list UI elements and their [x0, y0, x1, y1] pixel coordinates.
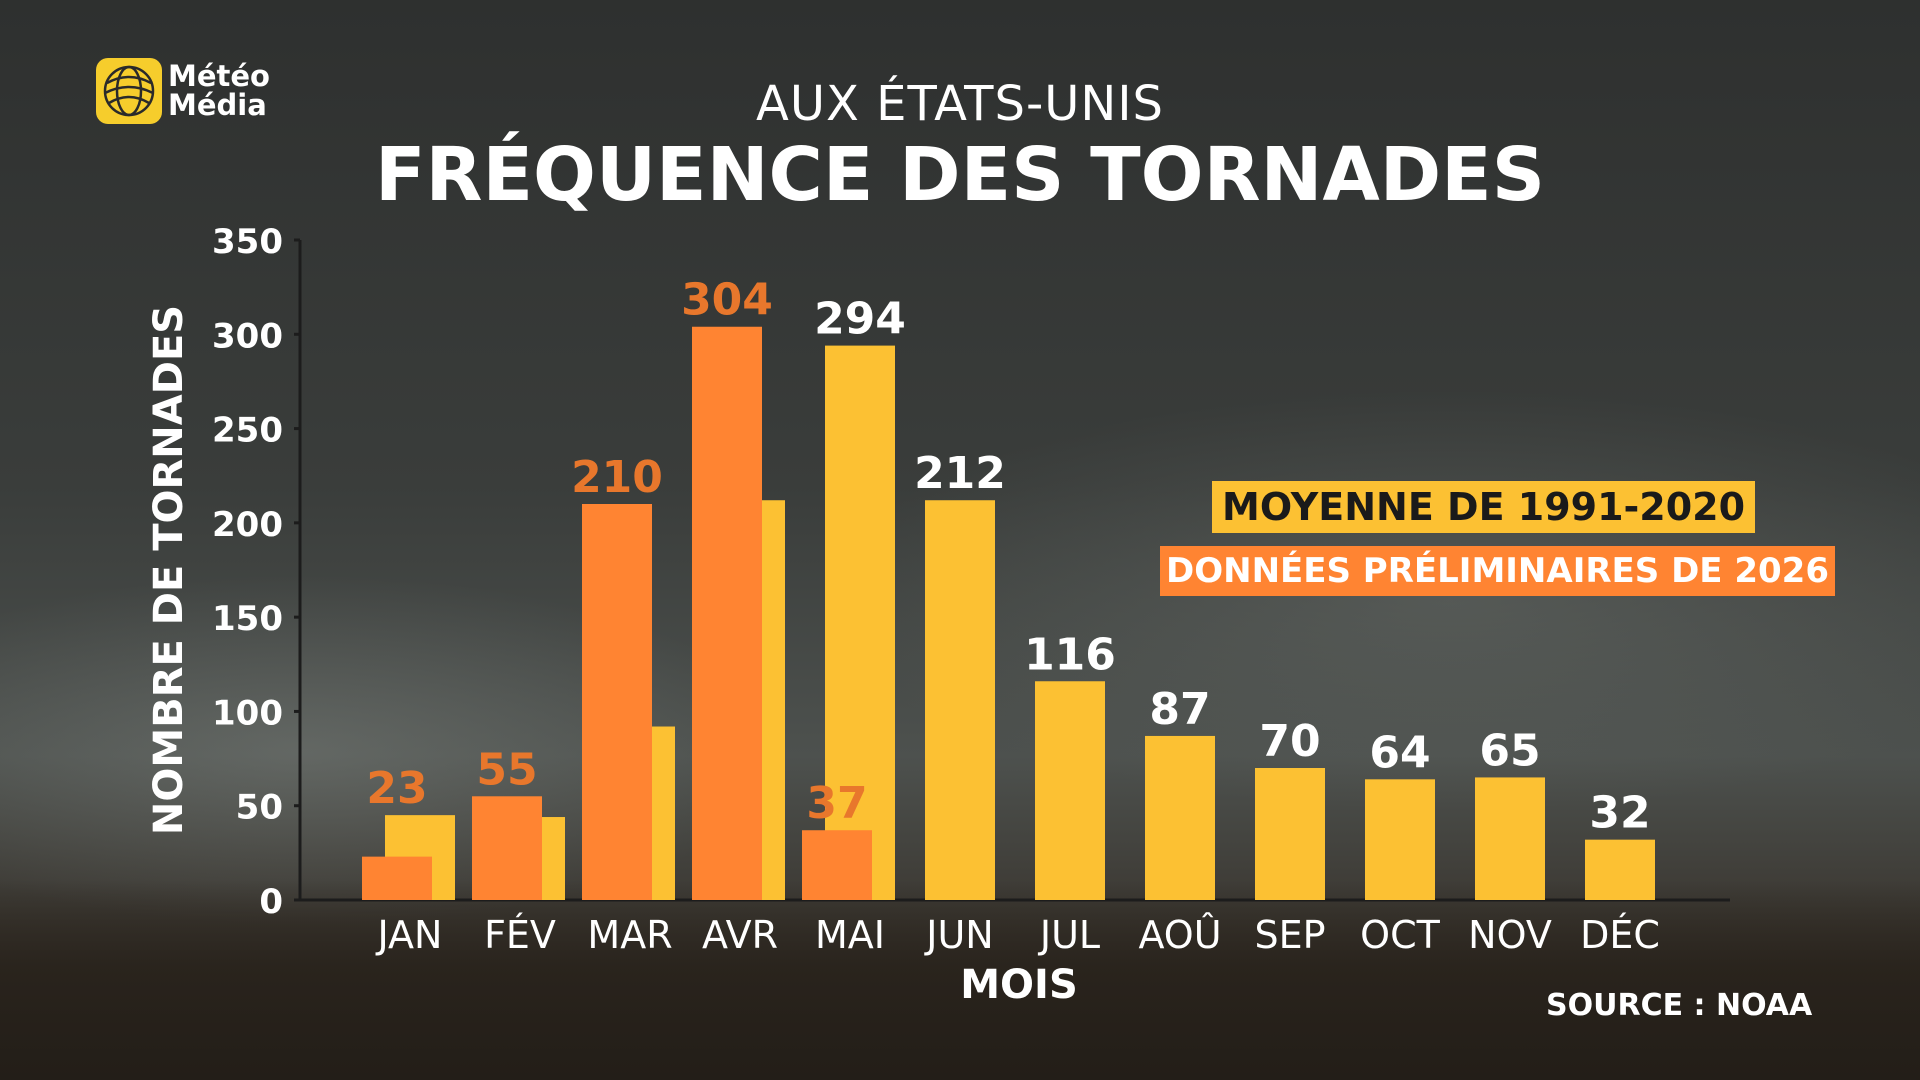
- x-tick-label: AVR: [702, 913, 778, 957]
- data-label-historical: 87: [1149, 684, 1210, 735]
- bar-historical: [1145, 735, 1215, 900]
- globe-icon: [96, 58, 162, 124]
- x-tick-label: MAR: [587, 913, 672, 957]
- x-tick-label: AOÛ: [1138, 913, 1221, 957]
- data-label-historical: 70: [1259, 716, 1320, 767]
- y-tick-label: 50: [236, 788, 283, 828]
- data-label-preliminary: 210: [571, 452, 663, 503]
- chart-subtitle: AUX ÉTATS-UNIS: [756, 76, 1164, 132]
- brand-name: Météo Média: [168, 62, 270, 120]
- bar-historical: [1035, 681, 1105, 900]
- data-label-preliminary: 37: [806, 778, 867, 829]
- brand-line-1: Météo: [168, 59, 270, 93]
- data-label-preliminary: 304: [681, 275, 773, 326]
- y-tick-label: 350: [212, 222, 283, 262]
- bar-historical: [825, 345, 895, 901]
- x-tick-label: JUL: [1038, 913, 1100, 957]
- bar-historical: [1585, 839, 1655, 900]
- data-label-preliminary: 55: [476, 744, 537, 795]
- legend-historical: MOYENNE DE 1991-2020: [1212, 481, 1756, 533]
- x-tick-label: FÉV: [484, 913, 556, 957]
- x-tick-label: NOV: [1468, 913, 1552, 957]
- x-tick-label: DÉC: [1580, 913, 1660, 957]
- x-tick-label: SEP: [1254, 913, 1325, 957]
- data-label-historical: 32: [1589, 788, 1650, 839]
- bar-preliminary: [362, 856, 432, 900]
- y-tick-label: 250: [212, 411, 283, 451]
- y-tick-label: 300: [212, 316, 283, 356]
- x-axis-title: MOIS: [960, 962, 1078, 1008]
- y-tick-label: 150: [212, 599, 283, 639]
- y-tick-label: 200: [212, 505, 283, 545]
- chart-title: FRÉQUENCE DES TORNADES: [374, 132, 1546, 218]
- bar-historical: [1365, 779, 1435, 900]
- brand-logo: Météo Média: [96, 58, 270, 124]
- data-label-historical: 212: [914, 448, 1006, 499]
- data-label-historical: 64: [1369, 727, 1430, 778]
- x-tick-label: JAN: [376, 913, 443, 957]
- bar-preliminary: [802, 830, 872, 900]
- y-tick-label: 100: [212, 693, 283, 733]
- bar-preliminary: [472, 796, 542, 900]
- bar-historical: [925, 500, 995, 900]
- data-label-historical: 65: [1479, 725, 1540, 776]
- x-tick-label: MAI: [815, 913, 885, 957]
- x-tick-label: JUN: [924, 913, 993, 957]
- data-label-historical: 294: [814, 294, 906, 345]
- brand-line-2: Média: [168, 88, 267, 122]
- bar-preliminary: [692, 326, 762, 900]
- data-label-historical: 116: [1024, 629, 1116, 680]
- source-note: SOURCE : NOAA: [1546, 988, 1813, 1023]
- y-tick-label: 0: [259, 882, 283, 922]
- bar-preliminary: [582, 504, 652, 900]
- y-axis-title: NOMBRE DE TORNADES: [146, 305, 192, 835]
- bar-historical: [1255, 768, 1325, 900]
- x-tick-label: OCT: [1360, 913, 1440, 957]
- bar-historical: [1475, 777, 1545, 900]
- data-label-preliminary: 23: [366, 763, 427, 814]
- legend-preliminary: DONNÉES PRÉLIMINAIRES DE 2026: [1160, 546, 1835, 596]
